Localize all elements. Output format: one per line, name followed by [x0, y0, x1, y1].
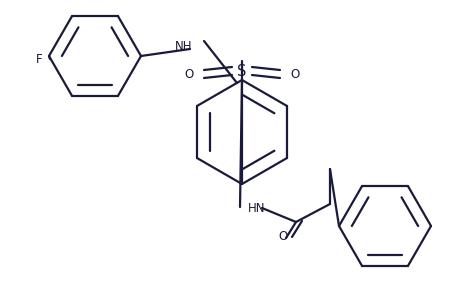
Text: HN: HN: [248, 202, 266, 216]
Text: NH: NH: [175, 39, 192, 53]
Text: F: F: [36, 53, 42, 66]
Text: O: O: [185, 68, 194, 80]
Text: O: O: [290, 68, 299, 80]
Text: S: S: [237, 64, 247, 78]
Text: O: O: [279, 230, 288, 243]
